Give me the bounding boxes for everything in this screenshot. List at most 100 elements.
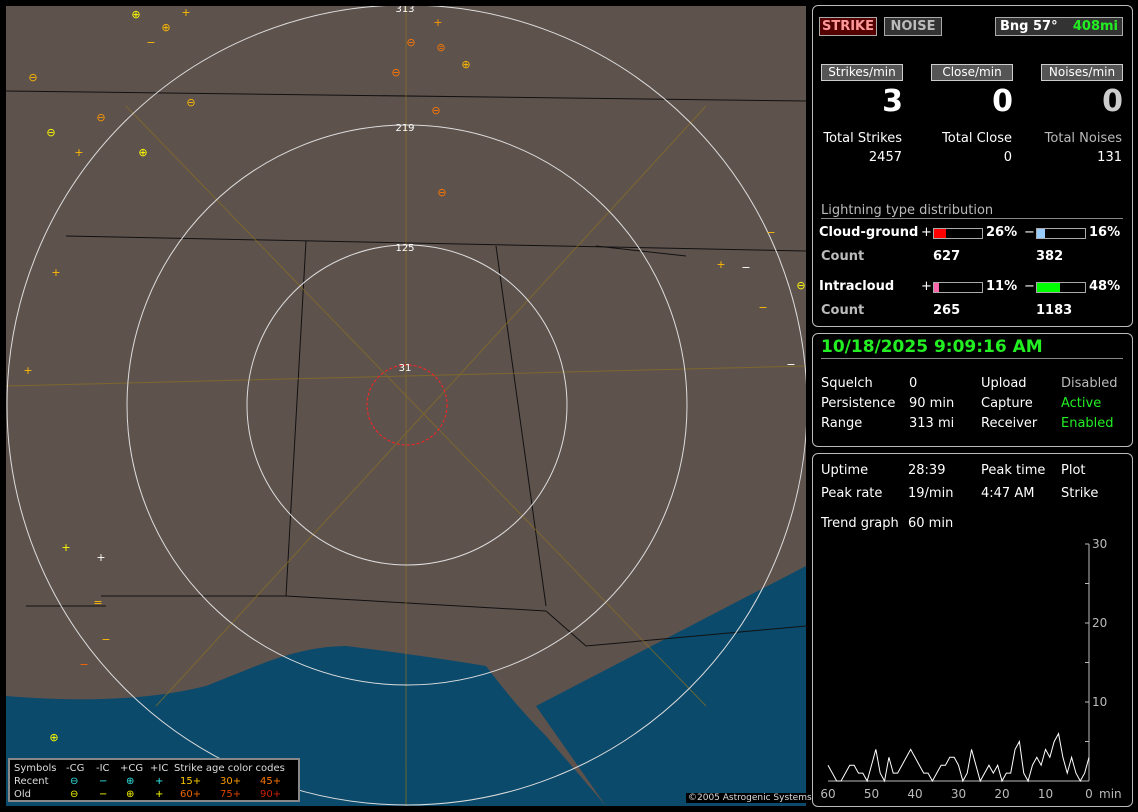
age-15: 15+ — [180, 776, 202, 787]
x-tick-label: 40 — [907, 787, 922, 801]
total-strikes: 2457 — [868, 150, 902, 165]
x-tick-label: 30 — [951, 787, 966, 801]
strike-marker: ⊖ — [391, 66, 400, 79]
symbol-legend: Symbols -CG -IC +CG +IC Strike age color… — [8, 758, 300, 802]
legend-symbols-label: Symbols — [14, 763, 57, 774]
x-tick-label: 0 — [1085, 787, 1093, 801]
status-cell: Upload — [981, 376, 1027, 391]
ic-plus-sign: + — [921, 279, 932, 294]
strike-marker: − — [786, 358, 795, 371]
cg-positive-fill — [934, 229, 947, 238]
cg-positive-bar — [933, 228, 983, 239]
status-cell: Range — [821, 416, 863, 431]
uptime-label: Uptime — [821, 463, 869, 478]
total-strikes-label: Total Strikes — [823, 131, 902, 146]
distribution-title: Lightning type distribution — [821, 203, 1123, 219]
copyright: ©2005 Astrogenic Systems — [686, 793, 814, 803]
cg-positive-count: 627 — [933, 249, 961, 264]
strike-marker: + — [716, 258, 725, 271]
legend-neg-ic-label: -IC — [96, 763, 110, 774]
status-cell: 313 mi — [909, 416, 955, 431]
noise-button[interactable]: NOISE — [884, 17, 942, 36]
peak-time-label: Peak time — [981, 463, 1046, 478]
cg-negative-pct: 16% — [1089, 225, 1121, 240]
counts-panel: STRIKE NOISE Bng 57° 408mi Strikes/min Cl… — [812, 5, 1133, 327]
ocean-water — [536, 566, 806, 806]
cg-plus-sign: + — [921, 225, 932, 240]
status-cell: Disabled — [1061, 376, 1118, 391]
strike-marker: ⊖ — [406, 36, 415, 49]
lightning-map[interactable]: 313 219 125 31 ⊕ + − ⊕ ⊖ ⊖ ⊖ ⊖ ⊕ + ⊜ + ⊖ ⊕ ⊖ ⊖ ⊖ + + + + = − − ⊕… — [6, 6, 806, 806]
status-cell: 0 — [909, 376, 918, 391]
datetime: 10/18/2025 9:09:16 AM — [821, 337, 1123, 359]
cg-negative-fill — [1037, 229, 1045, 238]
total-close-label: Total Close — [942, 131, 1012, 146]
ic-negative-pct: 48% — [1089, 279, 1121, 294]
recent-neg-ic-icon: − — [99, 776, 108, 787]
range-rings — [6, 6, 806, 806]
strike-marker: − — [101, 633, 110, 646]
ic-positive-fill — [934, 283, 940, 292]
strike-marker: ⊕ — [161, 21, 170, 34]
uptime: 28:39 — [908, 463, 946, 478]
strike-marker: ⊜ — [436, 41, 445, 54]
total-close: 0 — [1003, 150, 1012, 165]
ring-label: 219 — [395, 123, 414, 134]
strike-marker: + — [61, 541, 70, 554]
status-cell: 90 min — [909, 396, 955, 411]
ic-negative-count: 1183 — [1036, 303, 1073, 318]
legend-old-label: Old — [14, 789, 31, 800]
ic-positive-count: 265 — [933, 303, 961, 318]
x-tick-label: 10 — [1038, 787, 1053, 801]
legend-age-title: Strike age color codes — [174, 763, 285, 774]
noises-per-min: 0 — [1102, 84, 1123, 119]
ring-label: 313 — [395, 6, 414, 15]
strike-marker: − — [79, 658, 88, 671]
strike-marker: ⊕ — [49, 731, 58, 744]
peak-rate-label: Peak rate — [821, 486, 883, 501]
y-tick-label: 10 — [1092, 695, 1107, 709]
total-noises: 131 — [1097, 150, 1122, 165]
old-pos-cg-icon: ⊕ — [126, 789, 135, 800]
ic-negative-bar — [1036, 282, 1086, 293]
stats-panel: Uptime 28:39 Peak time Plot Peak rate 19… — [812, 453, 1133, 807]
old-neg-ic-icon: − — [99, 789, 108, 800]
strike-marker: ⊖ — [96, 111, 105, 124]
count-label: Count — [821, 303, 865, 318]
ring-label: 31 — [399, 363, 412, 374]
strike-marker: ⊕ — [461, 58, 470, 71]
status-cell: Squelch — [821, 376, 873, 391]
ic-positive-pct: 11% — [986, 279, 1018, 294]
trend-line — [827, 732, 1090, 783]
y-tick-label: 30 — [1092, 537, 1107, 551]
x-axis-label: min — [1099, 787, 1122, 801]
age-90: 90+ — [260, 789, 282, 800]
strikes-per-min-button[interactable]: Strikes/min — [821, 64, 903, 81]
noises-per-min-button[interactable]: Noises/min — [1041, 64, 1123, 81]
strike-button[interactable]: STRIKE — [819, 17, 877, 36]
strike-marker: − — [758, 301, 767, 314]
cg-negative-bar — [1036, 228, 1086, 239]
strike-marker: + — [23, 364, 32, 377]
trend-label: Trend graph — [821, 516, 899, 531]
peak-time: 4:47 AM — [981, 486, 1035, 501]
strikes-per-min: 3 — [882, 84, 903, 119]
status-cell: Receiver — [981, 416, 1038, 431]
strike-marker: ⊕ — [138, 146, 147, 159]
legend-pos-cg-label: +CG — [120, 763, 144, 774]
strike-marker: + — [51, 266, 60, 279]
trend-duration: 60 min — [908, 516, 954, 531]
close-per-min: 0 — [992, 84, 1013, 119]
plot-type[interactable]: Strike — [1061, 486, 1099, 501]
cg-negative-count: 382 — [1036, 249, 1064, 264]
close-per-min-button[interactable]: Close/min — [931, 64, 1013, 81]
recent-pos-cg-icon: ⊕ — [126, 776, 135, 787]
recent-neg-cg-icon: ⊖ — [70, 776, 79, 787]
cloud-ground-label: Cloud-ground — [819, 225, 919, 240]
plot-label: Plot — [1061, 463, 1086, 478]
cg-minus-sign: − — [1024, 225, 1035, 240]
strike-marker: ⊖ — [28, 71, 37, 84]
strike-marker: + — [74, 146, 83, 159]
intracloud-label: Intracloud — [819, 279, 895, 294]
ic-negative-fill — [1037, 283, 1061, 292]
